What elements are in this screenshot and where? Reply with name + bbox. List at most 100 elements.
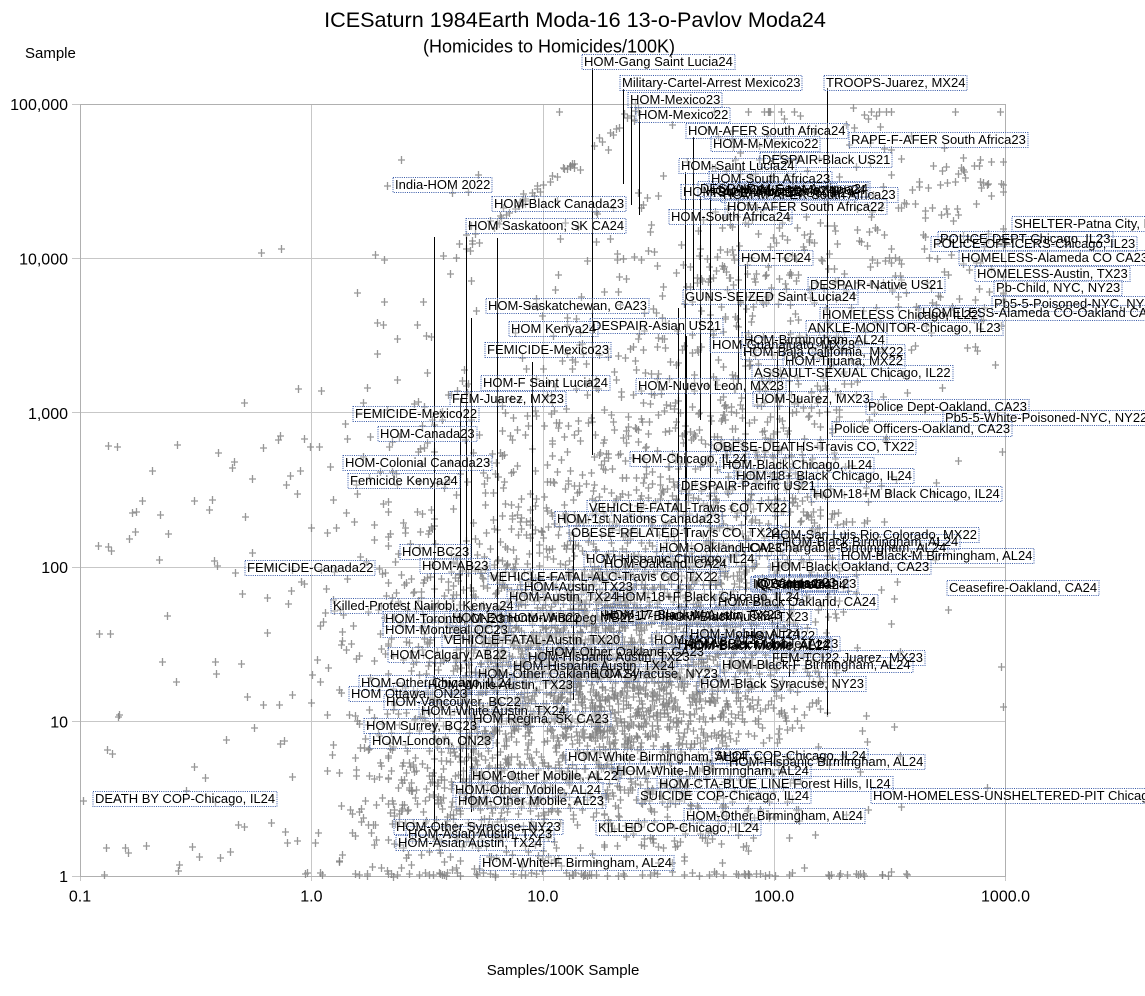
svg-text:FEMICIDE-Canada22: FEMICIDE-Canada22 bbox=[247, 560, 373, 575]
svg-text:HOM-M-AFER South Africa23: HOM-M-AFER South Africa23 bbox=[723, 187, 896, 202]
svg-text:RAPE-M-AFER South24: RAPE-M-AFER South24 bbox=[713, 185, 855, 200]
svg-text:HOMELESS-Alameda CO CA23: HOMELESS-Alameda CO CA23 bbox=[961, 250, 1145, 265]
svg-text:HOM-Austin, TX23: HOM-Austin, TX23 bbox=[524, 579, 633, 594]
svg-text:10.0: 10.0 bbox=[527, 889, 558, 906]
svg-text:HOM-Chargable-Birmingham, AL24: HOM-Chargable-Birmingham, AL24 bbox=[741, 540, 946, 555]
svg-text:HOM-Birmingham, AL24: HOM-Birmingham, AL24 bbox=[744, 332, 885, 347]
svg-text:HOM-18+ Black Chicago, IL24: HOM-18+ Black Chicago, IL24 bbox=[736, 468, 912, 483]
svg-text:HOM-London, ON23: HOM-London, ON23 bbox=[372, 733, 491, 748]
svg-text:SUICIDE COP-Chicago, IL24: SUICIDE COP-Chicago, IL24 bbox=[640, 788, 809, 803]
svg-text:HOM-Gang Saint Lucia24: HOM-Gang Saint Lucia24 bbox=[584, 54, 733, 69]
svg-text:VEHICLE-FATAL-ALC-Travis CO, T: VEHICLE-FATAL-ALC-Travis CO, TX22 bbox=[490, 569, 718, 584]
svg-text:POLICE-OFFICERS-Chicago, IL23: POLICE-OFFICERS-Chicago, IL23 bbox=[933, 236, 1135, 251]
svg-text:HOM Syracuse, NY23: HOM Syracuse, NY23 bbox=[590, 666, 718, 681]
svg-text:HOM-Other Oakland, CA23: HOM-Other Oakland, CA23 bbox=[545, 644, 704, 659]
svg-text:HOM-Black Oakland, CA23: HOM-Black Oakland, CA23 bbox=[771, 559, 929, 574]
svg-text:HOM-White Austin, TX24: HOM-White Austin, TX24 bbox=[421, 703, 566, 718]
svg-text:100,000: 100,000 bbox=[10, 97, 68, 114]
svg-text:100: 100 bbox=[41, 560, 68, 577]
svg-text:HOM-AB23: HOM-AB23 bbox=[422, 558, 488, 573]
svg-text:DESPAIR-Asian US21: DESPAIR-Asian US21 bbox=[592, 318, 721, 333]
svg-text:1: 1 bbox=[59, 869, 68, 886]
svg-text:HOM-Asian Austin, TX23: HOM-Asian Austin, TX23 bbox=[408, 826, 552, 841]
svg-text:Military-Cartel-Arrest Mexico2: Military-Cartel-Arrest Mexico23 bbox=[622, 75, 800, 90]
svg-text:HOM-White Austin, TX23: HOM-White Austin, TX23 bbox=[428, 677, 573, 692]
svg-text:HOM-Juarez, MX23: HOM-Juarez, MX23 bbox=[755, 391, 870, 406]
svg-text:HOM-Mobile, AL24: HOM-Mobile, AL24 bbox=[690, 626, 800, 641]
svg-text:HOM-Black-F Birmingham, AL24: HOM-Black-F Birmingham, AL24 bbox=[722, 657, 911, 672]
svg-text:HOM-Other Mobile, AL23: HOM-Other Mobile, AL23 bbox=[458, 793, 604, 808]
svg-text:HOM-Black Canada23: HOM-Black Canada23 bbox=[494, 196, 624, 211]
svg-text:1.0: 1.0 bbox=[300, 889, 322, 906]
svg-text:HOM-San Luis Rio Colorado, MX2: HOM-San Luis Rio Colorado, MX22 bbox=[771, 527, 977, 542]
svg-text:HOM-Edmonton AB22: HOM-Edmonton AB22 bbox=[452, 610, 581, 625]
svg-text:(Homicides to Homicides/100K): (Homicides to Homicides/100K) bbox=[423, 37, 675, 57]
svg-text:HOM-Mobile, AL23: HOM-Mobile, AL23 bbox=[654, 632, 764, 647]
svg-text:Pb-Child, NYC, NY23: Pb-Child, NYC, NY23 bbox=[996, 280, 1120, 295]
svg-text:SHELTER-Patna City, IN23: SHELTER-Patna City, IN23 bbox=[1014, 216, 1145, 231]
svg-text:IQ Cambodia24: IQ Cambodia24 bbox=[755, 577, 846, 592]
svg-text:HOM-M-Mexico22: HOM-M-Mexico22 bbox=[713, 136, 818, 151]
svg-text:HOM-F Saint Lucia24: HOM-F Saint Lucia24 bbox=[483, 375, 608, 390]
svg-text:HOM-Saskatchewan, CA23: HOM-Saskatchewan, CA23 bbox=[488, 298, 647, 313]
svg-text:GUNS-SEIZED Saint Lucia24: GUNS-SEIZED Saint Lucia24 bbox=[685, 289, 856, 304]
svg-text:HOM-Montreal QC23: HOM-Montreal QC23 bbox=[385, 622, 508, 637]
svg-text:HOM-Other Oakland, CA24: HOM-Other Oakland, CA24 bbox=[478, 666, 637, 681]
svg-text:ANKLE-MONITOR-Chicago, IL23: ANKLE-MONITOR-Chicago, IL23 bbox=[808, 320, 1001, 335]
svg-text:Pb5-5-Poisoned-NYC, NY23: Pb5-5-Poisoned-NYC, NY23 bbox=[994, 296, 1145, 311]
svg-text:OBESE-DEATHS-Travis CO, TX22: OBESE-DEATHS-Travis CO, TX22 bbox=[713, 439, 914, 454]
svg-text:FEMICIDE-Mexico22: FEMICIDE-Mexico22 bbox=[355, 406, 477, 421]
svg-text:HOM-White Birmingham, AL24: HOM-White Birmingham, AL24 bbox=[568, 749, 746, 764]
svg-text:HOM-M-Black Mobile, AL23: HOM-M-Black Mobile, AL23 bbox=[678, 636, 838, 651]
svg-text:HOM-Oakland, CA24: HOM-Oakland, CA24 bbox=[604, 556, 727, 571]
svg-text:HOM-Baja California, MX22: HOM-Baja California, MX22 bbox=[743, 344, 903, 359]
svg-text:VEHICLE-FATAL-Travis CO, TX22: VEHICLE-FATAL-Travis CO, TX22 bbox=[589, 500, 787, 515]
svg-text:India-HOM 2022: India-HOM 2022 bbox=[395, 177, 490, 192]
svg-text:HOM-Black Mobile, AL24: HOM-Black Mobile, AL24 bbox=[685, 637, 830, 652]
svg-text:HOM-Hispanic Birmingham, AL24: HOM-Hispanic Birmingham, AL24 bbox=[729, 754, 923, 769]
svg-text:DESPAIR-Pacific US21: DESPAIR-Pacific US21 bbox=[681, 478, 816, 493]
svg-text:HOM-White-F Birmingham, AL24: HOM-White-F Birmingham, AL24 bbox=[482, 855, 672, 870]
svg-text:HOM-M-Saint Lucia24: HOM-M-Saint Lucia24 bbox=[706, 183, 835, 198]
svg-text:HOM-17-Black-M Austin, TX24: HOM-17-Black-M Austin, TX24 bbox=[600, 608, 777, 623]
svg-text:IQ Bangladeshi23: IQ Bangladeshi23 bbox=[753, 576, 856, 591]
svg-text:HOM-Black-M Birmingham, AL24: HOM-Black-M Birmingham, AL24 bbox=[841, 548, 1032, 563]
svg-text:TROOPS-Juarez, MX24: TROOPS-Juarez, MX24 bbox=[826, 75, 965, 90]
svg-text:HOM-Black Austin, TX23: HOM-Black Austin, TX23 bbox=[665, 609, 809, 624]
svg-text:SHOT COP-Chicago, IL24: SHOT COP-Chicago, IL24 bbox=[714, 748, 866, 763]
svg-text:HOM-Winnipeg MB22: HOM-Winnipeg MB22 bbox=[508, 610, 634, 625]
svg-text:HOM-Toronto, ON23: HOM-Toronto, ON23 bbox=[385, 611, 504, 626]
svg-text:1000.0: 1000.0 bbox=[981, 889, 1030, 906]
svg-text:HOM-South Africa24: HOM-South Africa24 bbox=[671, 209, 790, 224]
svg-text:KILLED COP-Chicago, IL24: KILLED COP-Chicago, IL24 bbox=[598, 820, 759, 835]
svg-text:HOM-Oakland, CA23: HOM-Oakland, CA23 bbox=[659, 540, 782, 555]
svg-text:HOM-Austin, TX24: HOM-Austin, TX24 bbox=[509, 589, 618, 604]
svg-text:HOM-Tijuana, MX22: HOM-Tijuana, MX22 bbox=[785, 353, 903, 368]
svg-text:HOM-TCI24: HOM-TCI24 bbox=[741, 250, 811, 265]
svg-text:10: 10 bbox=[50, 715, 68, 732]
svg-text:0.1: 0.1 bbox=[69, 889, 91, 906]
svg-text:Killed-Protest Nairobi, Kenya2: Killed-Protest Nairobi, Kenya24 bbox=[333, 598, 514, 613]
svg-text:HOM-AFER South Africa24: HOM-AFER South Africa24 bbox=[688, 123, 846, 138]
svg-text:HOM-Guanajuato, MX23: HOM-Guanajuato, MX23 bbox=[712, 337, 855, 352]
svg-text:FEM-TCI22 Juarez, MX23: FEM-TCI22 Juarez, MX23 bbox=[772, 650, 923, 665]
svg-text:IQ Vietnam23: IQ Vietnam23 bbox=[757, 575, 836, 590]
svg-text:HOMELESS Chicago, IL22: HOMELESS Chicago, IL22 bbox=[822, 307, 978, 322]
svg-text:HOM-Other Mobile, AL22: HOM-Other Mobile, AL22 bbox=[472, 768, 618, 783]
svg-text:HOM-Other Mobile, AL24: HOM-Other Mobile, AL24 bbox=[455, 782, 601, 797]
svg-text:Sample: Sample bbox=[25, 45, 76, 62]
svg-text:POLICE-DEPT-Chicago, IL23: POLICE-DEPT-Chicago, IL23 bbox=[940, 231, 1111, 246]
svg-text:HOM-Asian Austin, TX24: HOM-Asian Austin, TX24 bbox=[398, 835, 542, 850]
svg-text:HOM-Black Birmingham, AL24: HOM-Black Birmingham, AL24 bbox=[782, 534, 958, 549]
svg-text:HOM-18+M Black Chicago, IL24: HOM-18+M Black Chicago, IL24 bbox=[813, 486, 1000, 501]
svg-text:HOM-Chicago, IL24: HOM-Chicago, IL24 bbox=[632, 451, 747, 466]
svg-text:RAPE-F-AFER South Africa23: RAPE-F-AFER South Africa23 bbox=[851, 132, 1026, 147]
svg-text:ASSAULT-SEXUAL Chicago, IL22: ASSAULT-SEXUAL Chicago, IL22 bbox=[754, 365, 951, 380]
svg-text:HOMELESS-Alameda CO-Oakland CA: HOMELESS-Alameda CO-Oakland CA23 bbox=[922, 305, 1145, 320]
svg-text:DESPAIR-Black US21: DESPAIR-Black US21 bbox=[762, 152, 890, 167]
svg-text:HOM-Canada23: HOM-Canada23 bbox=[380, 426, 475, 441]
svg-text:HOM-Other Chicago, IL24: HOM-Other Chicago, IL24 bbox=[361, 675, 512, 690]
svg-text:HOM-Calgary, AB22: HOM-Calgary, AB22 bbox=[390, 647, 507, 662]
svg-text:HOM-Black Syracuse, NY23: HOM-Black Syracuse, NY23 bbox=[700, 676, 864, 691]
svg-text:HOMELESS-Austin, TX23: HOMELESS-Austin, TX23 bbox=[977, 266, 1128, 281]
